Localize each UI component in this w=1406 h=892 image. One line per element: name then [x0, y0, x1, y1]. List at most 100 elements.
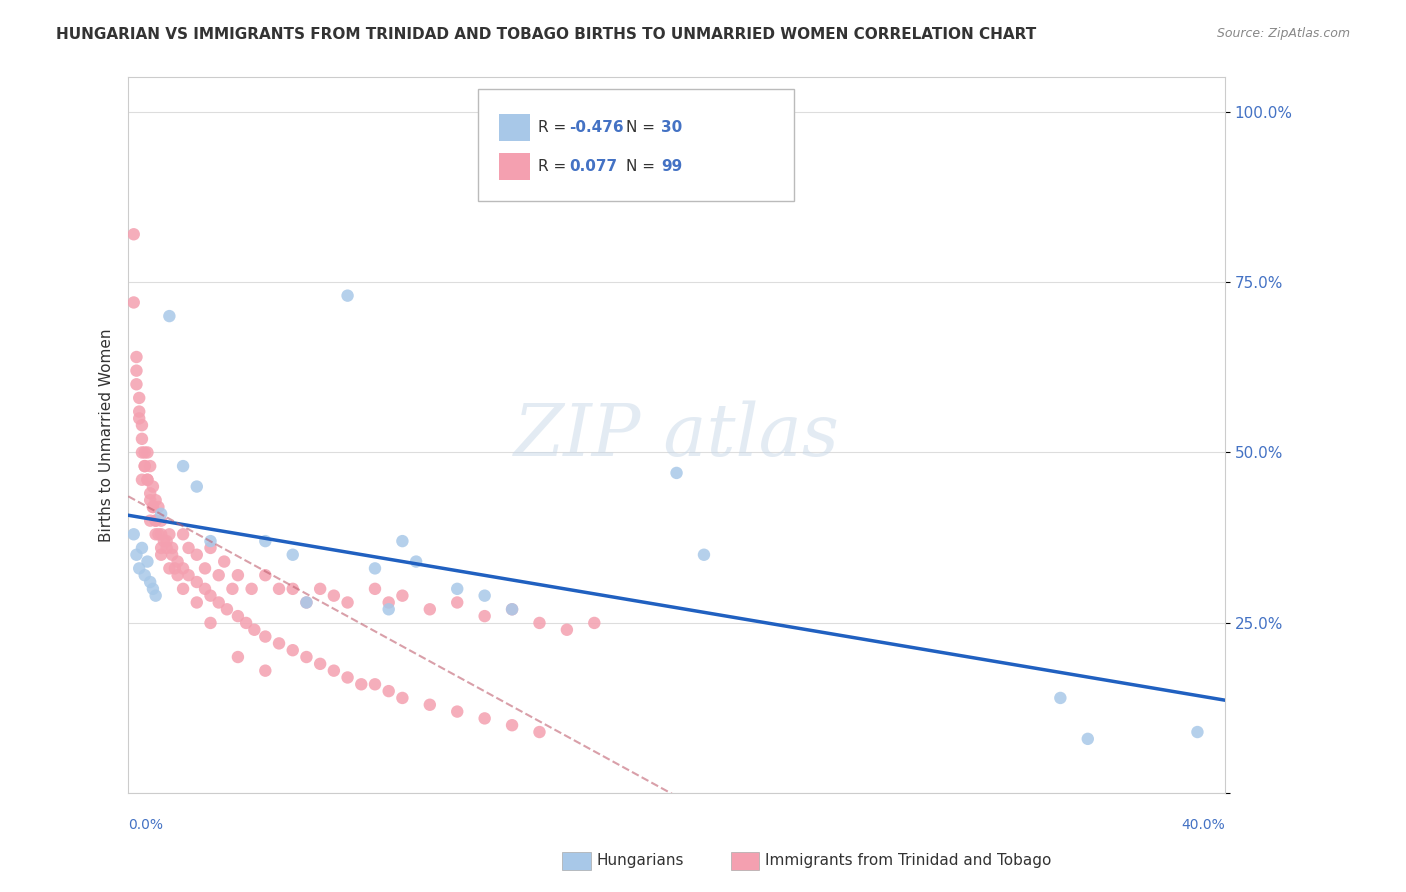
Point [474, 589, 496, 603]
Point [145, 527, 167, 541]
Point [377, 595, 399, 609]
Point [364, 582, 387, 596]
Point [128, 404, 150, 418]
Point [254, 568, 277, 582]
Point [131, 418, 153, 433]
Point [200, 534, 222, 549]
Point [150, 514, 173, 528]
Point [208, 568, 231, 582]
Point [240, 582, 263, 596]
Point [295, 650, 318, 665]
Point [157, 561, 180, 575]
Point [153, 534, 176, 549]
Point [172, 459, 194, 474]
Point [350, 677, 373, 691]
Point [157, 527, 180, 541]
Text: N =: N = [626, 160, 659, 174]
Text: Immigrants from Trinidad and Tobago: Immigrants from Trinidad and Tobago [765, 854, 1052, 868]
Point [125, 364, 148, 378]
Point [226, 568, 249, 582]
Point [501, 718, 523, 732]
Point [336, 671, 359, 685]
Point [131, 541, 153, 555]
Text: HUNGARIAN VS IMMIGRANTS FROM TRINIDAD AND TOBAGO BIRTHS TO UNMARRIED WOMEN CORRE: HUNGARIAN VS IMMIGRANTS FROM TRINIDAD AN… [56, 27, 1036, 42]
Point [212, 555, 235, 569]
Point [243, 623, 266, 637]
Point [267, 636, 290, 650]
Point [583, 615, 606, 630]
Point [254, 534, 277, 549]
Point [1187, 725, 1209, 739]
Point [148, 500, 170, 514]
Text: 0.0%: 0.0% [128, 818, 163, 832]
Point [555, 623, 578, 637]
Point [665, 466, 688, 480]
Text: 30: 30 [661, 120, 682, 135]
Point [148, 527, 170, 541]
Point [125, 377, 148, 392]
Point [446, 705, 468, 719]
Point [186, 548, 208, 562]
Point [136, 473, 159, 487]
Point [145, 514, 167, 528]
Point [295, 595, 318, 609]
Point [501, 602, 523, 616]
Point [364, 677, 387, 691]
Text: R =: R = [538, 120, 572, 135]
Point [160, 541, 183, 555]
Point [336, 288, 359, 302]
Text: Source: ZipAtlas.com: Source: ZipAtlas.com [1216, 27, 1350, 40]
Point [391, 534, 413, 549]
Point [221, 582, 243, 596]
Point [1049, 690, 1071, 705]
Point [377, 602, 399, 616]
Point [156, 541, 179, 555]
Point [125, 548, 148, 562]
Point [186, 574, 208, 589]
Point [200, 589, 222, 603]
Point [145, 589, 167, 603]
Point [125, 350, 148, 364]
Point [194, 561, 217, 575]
Point [208, 595, 231, 609]
Point [309, 582, 332, 596]
Point [322, 589, 344, 603]
Point [150, 548, 173, 562]
Point [150, 527, 173, 541]
Point [419, 602, 441, 616]
Point [377, 684, 399, 698]
Point [139, 514, 162, 528]
Point [134, 445, 156, 459]
Point [156, 534, 179, 549]
Point [131, 473, 153, 487]
Point [150, 541, 173, 555]
Point [128, 411, 150, 425]
Point [128, 391, 150, 405]
Point [139, 486, 162, 500]
Point [254, 664, 277, 678]
Point [322, 664, 344, 678]
Point [474, 711, 496, 725]
Point [136, 473, 159, 487]
Y-axis label: Births to Unmarried Women: Births to Unmarried Women [100, 328, 114, 542]
Text: 99: 99 [661, 160, 682, 174]
Point [145, 514, 167, 528]
Point [157, 309, 180, 323]
Point [134, 459, 156, 474]
Point [446, 582, 468, 596]
Point [142, 582, 165, 596]
Point [172, 527, 194, 541]
Point [172, 582, 194, 596]
Point [200, 615, 222, 630]
Point [122, 527, 145, 541]
Text: 40.0%: 40.0% [1181, 818, 1225, 832]
Point [501, 602, 523, 616]
Point [215, 602, 238, 616]
Point [693, 548, 716, 562]
Text: 0.077: 0.077 [569, 160, 617, 174]
Point [128, 561, 150, 575]
Point [474, 609, 496, 624]
Point [295, 595, 318, 609]
Point [235, 615, 257, 630]
Point [419, 698, 441, 712]
